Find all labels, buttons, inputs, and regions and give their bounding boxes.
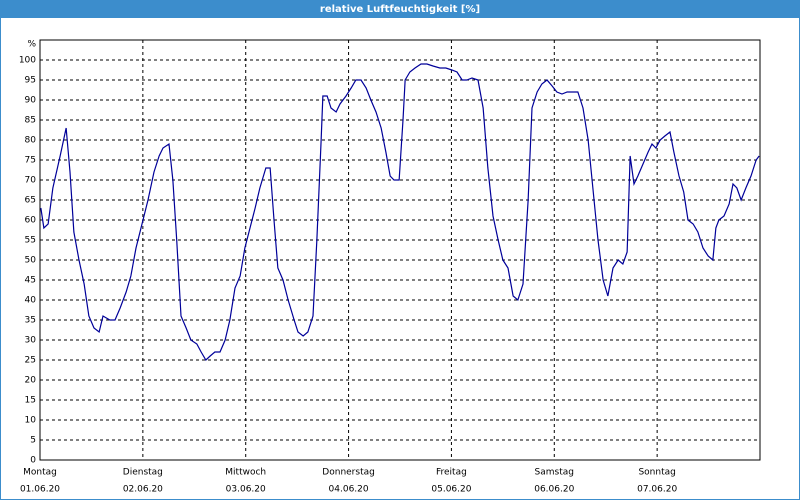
y-tick-label: 90: [25, 96, 37, 106]
y-tick-label: 5: [30, 436, 36, 446]
plot-frame: [39, 39, 761, 461]
x-tick-date: 02.06.20: [123, 485, 163, 495]
humidity-line: [40, 63, 760, 361]
y-tick-label: 30: [25, 336, 37, 346]
y-tick-label: 50: [25, 256, 37, 266]
y-tick-label: 35: [25, 316, 36, 326]
x-tick-date: 03.06.20: [226, 485, 266, 495]
y-tick-label: 60: [25, 216, 37, 226]
y-tick-label: 45: [25, 276, 36, 286]
x-tick-label: Dienstag: [123, 468, 163, 478]
x-tick-label: Mittwoch: [225, 468, 266, 478]
y-tick-label: 0: [30, 456, 36, 466]
y-tick-label: 65: [25, 196, 36, 206]
x-tick-date: 01.06.20: [20, 485, 60, 495]
y-tick-label: 95: [25, 76, 36, 86]
y-tick-label: 20: [25, 376, 37, 386]
y-tick-label: 10: [25, 416, 37, 426]
chart-title: relative Luftfeuchtigkeit [%]: [320, 4, 480, 15]
x-tick-date: 07.06.20: [637, 485, 677, 495]
y-tick-label: 85: [25, 116, 36, 126]
x-tick-label: Freitag: [436, 468, 467, 478]
x-tick-date: 06.06.20: [534, 485, 574, 495]
x-tick-label: Donnerstag: [322, 468, 375, 478]
x-tick-date: 04.06.20: [329, 485, 369, 495]
y-axis-label: %: [27, 40, 36, 50]
x-tick-label: Montag: [23, 468, 57, 478]
y-tick-label: 25: [25, 356, 36, 366]
y-tick-label: 100: [19, 56, 36, 66]
x-tick-label: Samstag: [535, 468, 574, 478]
y-tick-label: 80: [25, 136, 37, 146]
y-tick-label: 55: [25, 236, 36, 246]
x-tick-label: Sonntag: [638, 468, 675, 478]
title-bar: [0, 0, 800, 18]
y-tick-label: 70: [25, 176, 37, 186]
y-tick-label: 75: [25, 156, 36, 166]
y-tick-label: 40: [25, 296, 37, 306]
y-tick-label: 15: [25, 396, 36, 406]
x-tick-date: 05.06.20: [431, 485, 471, 495]
